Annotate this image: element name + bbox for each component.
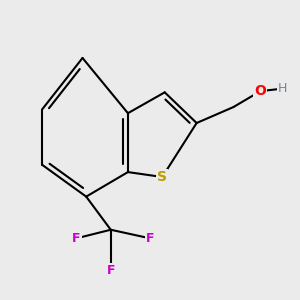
Text: O: O: [254, 84, 266, 98]
Text: F: F: [72, 232, 81, 245]
Text: H: H: [278, 82, 287, 95]
Text: F: F: [146, 232, 154, 245]
Text: S: S: [157, 170, 167, 184]
Text: F: F: [106, 264, 115, 277]
